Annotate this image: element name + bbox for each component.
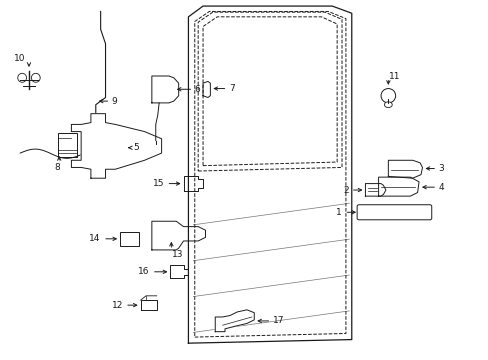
- Text: 10: 10: [14, 54, 26, 63]
- Text: 5: 5: [133, 143, 139, 152]
- Text: 13: 13: [172, 250, 183, 259]
- Polygon shape: [387, 160, 422, 178]
- Circle shape: [384, 102, 391, 108]
- Text: 3: 3: [438, 164, 444, 173]
- Ellipse shape: [18, 73, 26, 82]
- Text: 1: 1: [336, 208, 341, 217]
- Polygon shape: [71, 114, 161, 178]
- Text: 14: 14: [89, 234, 101, 243]
- Text: 4: 4: [438, 183, 443, 192]
- Text: 9: 9: [112, 96, 118, 105]
- Polygon shape: [378, 177, 418, 196]
- Bar: [97, 135, 117, 154]
- Bar: [93, 134, 120, 157]
- Text: 7: 7: [228, 84, 234, 93]
- Ellipse shape: [380, 89, 395, 103]
- Polygon shape: [365, 184, 385, 196]
- FancyBboxPatch shape: [120, 232, 139, 246]
- Polygon shape: [203, 81, 210, 98]
- Polygon shape: [215, 310, 254, 332]
- Text: 6: 6: [194, 85, 200, 94]
- Text: 8: 8: [54, 163, 60, 172]
- Polygon shape: [183, 176, 203, 192]
- Polygon shape: [152, 221, 205, 250]
- Polygon shape: [141, 300, 157, 310]
- Ellipse shape: [31, 73, 40, 82]
- Polygon shape: [188, 6, 351, 343]
- Polygon shape: [170, 265, 188, 278]
- Bar: [154, 81, 172, 98]
- Text: 17: 17: [272, 316, 284, 325]
- Text: 15: 15: [152, 179, 163, 188]
- FancyBboxPatch shape: [356, 205, 431, 220]
- Text: 11: 11: [388, 72, 400, 81]
- Text: 16: 16: [138, 267, 150, 276]
- Polygon shape: [152, 76, 178, 103]
- FancyBboxPatch shape: [58, 134, 77, 157]
- Circle shape: [153, 143, 158, 147]
- Text: 12: 12: [112, 301, 123, 310]
- Text: 2: 2: [343, 185, 348, 194]
